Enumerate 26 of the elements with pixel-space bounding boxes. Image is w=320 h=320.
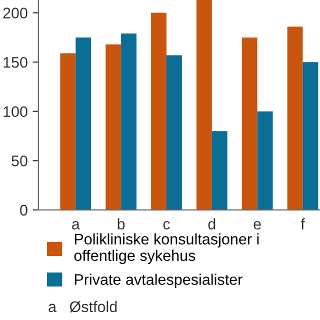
x-tick-label: f (300, 218, 305, 230)
text: a Østfold (48, 300, 117, 312)
legend-label: Private avtalespesialister (74, 274, 242, 288)
x-tick-label: e (254, 221, 261, 230)
bar (76, 37, 92, 210)
bar (257, 111, 273, 210)
y-tick-label: 0 (20, 204, 28, 216)
x-tick-label: b (118, 218, 125, 230)
y-tick-label: 100 (4, 106, 28, 118)
bar (106, 44, 122, 210)
x-tick-label: d (208, 218, 216, 230)
y-tick-label: 150 (4, 56, 28, 68)
bar (151, 12, 166, 210)
legend-label: Polikliniske konsultasjoner i offentlige sykehus (74, 233, 259, 264)
x-tick-label: a (72, 221, 80, 230)
bar (242, 37, 258, 210)
bar (121, 34, 137, 210)
x-tick-label: c (163, 221, 170, 230)
bar (287, 26, 303, 210)
bar (196, 0, 212, 210)
bar (60, 53, 76, 210)
y-tick-label: 50 (12, 156, 28, 166)
bar (166, 55, 182, 210)
y-tick-label: 200 (3, 8, 28, 18)
bar (212, 131, 228, 210)
bar (302, 62, 318, 210)
